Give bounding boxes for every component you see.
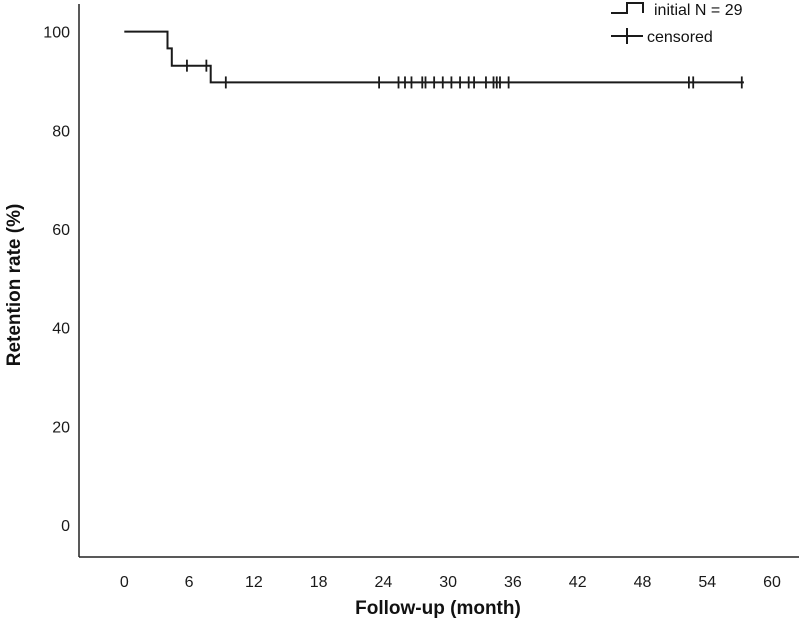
- legend-step-icon: [611, 2, 644, 14]
- legend-label-initial: initial N = 29: [654, 2, 743, 19]
- legend-censored-icon: [611, 28, 643, 44]
- x-tick-label: 24: [375, 574, 393, 591]
- x-ticks: 0 6 12 18 24 30 36 42 48 54 60: [120, 574, 781, 591]
- y-tick-label: 80: [52, 123, 70, 140]
- axes: [78, 4, 799, 558]
- x-tick-label: 12: [245, 574, 263, 591]
- km-step-line: [124, 30, 744, 84]
- legend-label-censored: censored: [647, 29, 713, 46]
- plot-area: [124, 30, 744, 89]
- x-tick-label: 48: [634, 574, 652, 591]
- x-tick-label: 60: [763, 574, 781, 591]
- x-tick-label: 18: [310, 574, 328, 591]
- x-tick-label: 36: [504, 574, 522, 591]
- y-tick-label: 60: [52, 222, 70, 239]
- x-tick-label: 6: [185, 574, 194, 591]
- x-tick-label: 0: [120, 574, 129, 591]
- y-tick-label: 40: [52, 321, 70, 338]
- y-tick-label: 100: [43, 25, 70, 42]
- y-ticks: 0 20 40 60 80 100: [43, 25, 70, 535]
- x-tick-label: 54: [698, 574, 716, 591]
- x-tick-label: 30: [439, 574, 457, 591]
- y-axis-title: Retention rate (%): [4, 204, 25, 367]
- x-tick-label: 42: [569, 574, 587, 591]
- y-tick-label: 0: [61, 518, 70, 535]
- legend: initial N = 29 censored: [611, 2, 743, 46]
- y-tick-label: 20: [52, 419, 70, 436]
- x-axis-title: Follow-up (month): [355, 598, 521, 619]
- censor-marks: [186, 59, 743, 89]
